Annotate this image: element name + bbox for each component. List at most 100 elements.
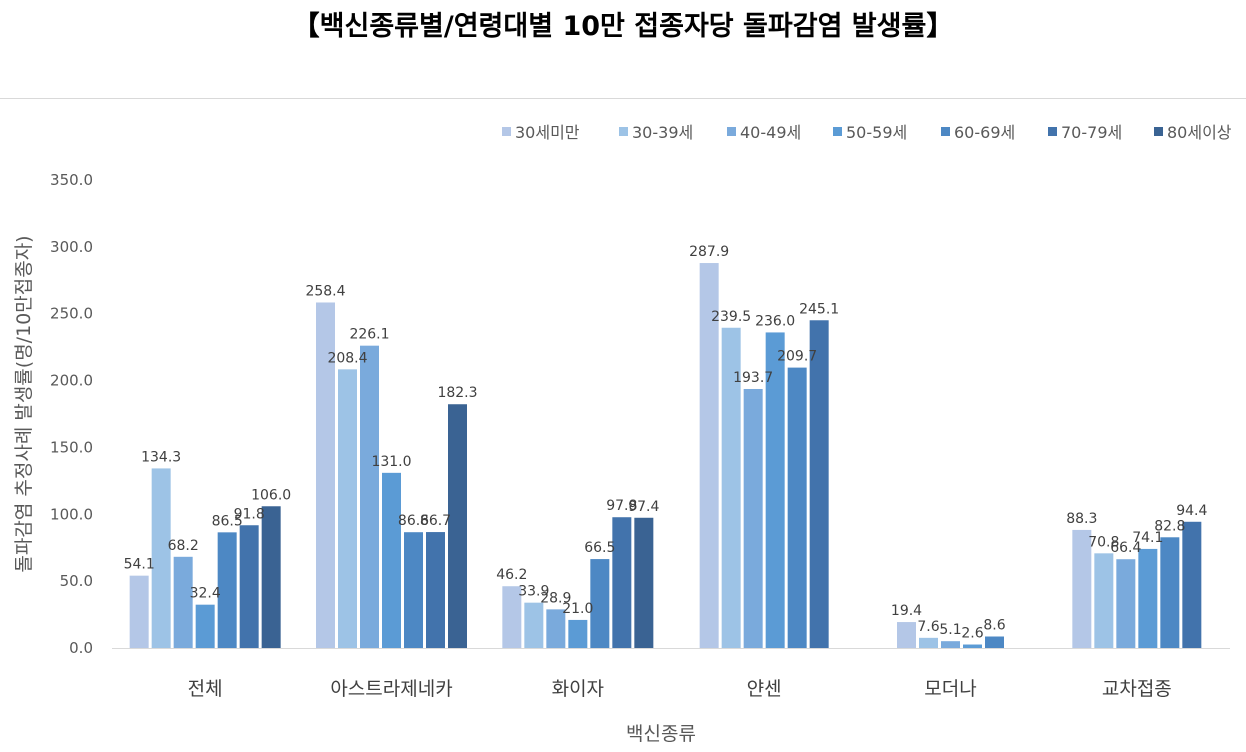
legend-label: 30-39세	[632, 123, 693, 142]
bar	[1094, 553, 1114, 648]
bar	[1182, 521, 1202, 648]
data-label: 97.4	[628, 499, 659, 515]
bar	[546, 609, 566, 648]
bar	[1116, 559, 1136, 648]
y-tick-label: 0.0	[69, 639, 93, 657]
bar	[721, 327, 741, 648]
bar	[743, 388, 763, 648]
data-label: 33.9	[518, 584, 549, 600]
bar	[568, 619, 588, 648]
data-label: 134.3	[141, 449, 181, 465]
y-tick-label: 100.0	[50, 505, 93, 523]
legend-label: 60-69세	[954, 123, 1015, 142]
legend-swatch	[941, 127, 950, 136]
bar	[1138, 548, 1158, 648]
legend-label: 50-59세	[846, 123, 907, 142]
data-label: 236.0	[755, 313, 795, 329]
y-tick-label: 50.0	[60, 572, 93, 590]
data-label: 245.1	[799, 301, 839, 317]
data-label: 131.0	[371, 454, 411, 470]
data-label: 208.4	[327, 350, 367, 366]
data-label: 74.1	[1132, 530, 1163, 546]
data-label: 54.1	[124, 557, 155, 573]
legend-swatch	[1048, 127, 1057, 136]
data-label: 258.4	[305, 283, 345, 299]
bar	[634, 517, 654, 648]
bar	[612, 517, 632, 648]
data-label: 91.8	[234, 506, 265, 522]
bar	[590, 559, 610, 648]
data-label: 8.6	[983, 618, 1005, 634]
bar	[404, 532, 423, 648]
bar	[941, 641, 960, 648]
legend-swatch	[1154, 127, 1163, 136]
legend: 30세미만 30-39세 40-49세 50-59세 60-69세 70-79세 80세이상	[502, 123, 1232, 142]
bar	[426, 532, 445, 648]
data-label: 46.2	[496, 567, 527, 583]
legend-label: 30세미만	[515, 123, 580, 142]
data-label: 209.7	[777, 349, 817, 365]
legend-swatch	[502, 127, 511, 136]
legend-label: 70-79세	[1061, 123, 1122, 142]
bar	[217, 532, 237, 648]
bar	[1072, 529, 1092, 648]
x-axis-title: 백신종류	[626, 723, 696, 745]
data-label: 193.7	[733, 370, 773, 386]
data-label: 66.4	[1110, 540, 1141, 556]
legend-label: 40-49세	[740, 123, 801, 142]
data-label: 97.8	[606, 498, 637, 514]
legend-swatch	[619, 127, 628, 136]
data-label: 86.7	[420, 513, 451, 529]
bar	[985, 636, 1004, 648]
bar	[699, 263, 719, 648]
bar	[316, 302, 335, 648]
y-tick-label: 200.0	[50, 372, 93, 390]
data-label: 82.8	[1154, 518, 1185, 534]
bar	[765, 332, 785, 648]
data-label: 106.0	[251, 487, 291, 503]
bar	[360, 345, 379, 648]
bar	[195, 604, 215, 648]
bars-group	[129, 263, 1202, 648]
x-tick-label: 얀센	[747, 678, 782, 700]
data-label: 182.3	[437, 385, 477, 401]
data-label: 88.3	[1066, 511, 1097, 527]
data-label: 7.6	[917, 619, 939, 635]
bar	[173, 556, 193, 648]
data-label: 19.4	[891, 603, 922, 619]
data-label: 28.9	[540, 590, 571, 606]
bar	[787, 367, 807, 648]
bar	[524, 602, 544, 648]
data-label: 5.1	[939, 622, 961, 638]
bar	[1160, 537, 1180, 648]
data-label: 226.1	[349, 327, 389, 343]
data-label: 239.5	[711, 309, 751, 325]
data-label: 68.2	[168, 538, 199, 554]
y-tick-label: 150.0	[50, 438, 93, 456]
bar	[502, 586, 522, 648]
bar	[963, 644, 982, 648]
bar	[338, 369, 357, 648]
x-axis: 전체 아스트라제네카 화이자 얀센 모더나 교차접종	[188, 678, 1172, 700]
x-tick-label: 아스트라제네카	[330, 678, 452, 700]
y-axis: 0.0 50.0 100.0 150.0 200.0 250.0 300.0 350.0	[50, 171, 93, 657]
y-axis-title: 돌파감염 추정사례 발생률(명/10만접종자)	[13, 235, 35, 572]
legend-swatch	[833, 127, 842, 136]
y-tick-label: 300.0	[50, 238, 93, 256]
data-label: 86.6	[398, 513, 429, 529]
data-label: 287.9	[689, 244, 729, 260]
x-tick-label: 교차접종	[1102, 678, 1172, 700]
data-label: 32.4	[190, 586, 221, 602]
title-divider	[0, 98, 1246, 99]
y-tick-label: 350.0	[50, 171, 93, 189]
legend-swatch	[727, 127, 736, 136]
x-tick-label: 전체	[188, 678, 223, 700]
legend-label: 80세이상	[1167, 123, 1232, 142]
data-label: 86.5	[212, 513, 243, 529]
data-label: 94.4	[1176, 503, 1207, 519]
bar	[239, 525, 259, 648]
x-tick-label: 모더나	[924, 678, 976, 700]
bar	[809, 320, 829, 648]
data-label: 70.8	[1088, 534, 1119, 550]
